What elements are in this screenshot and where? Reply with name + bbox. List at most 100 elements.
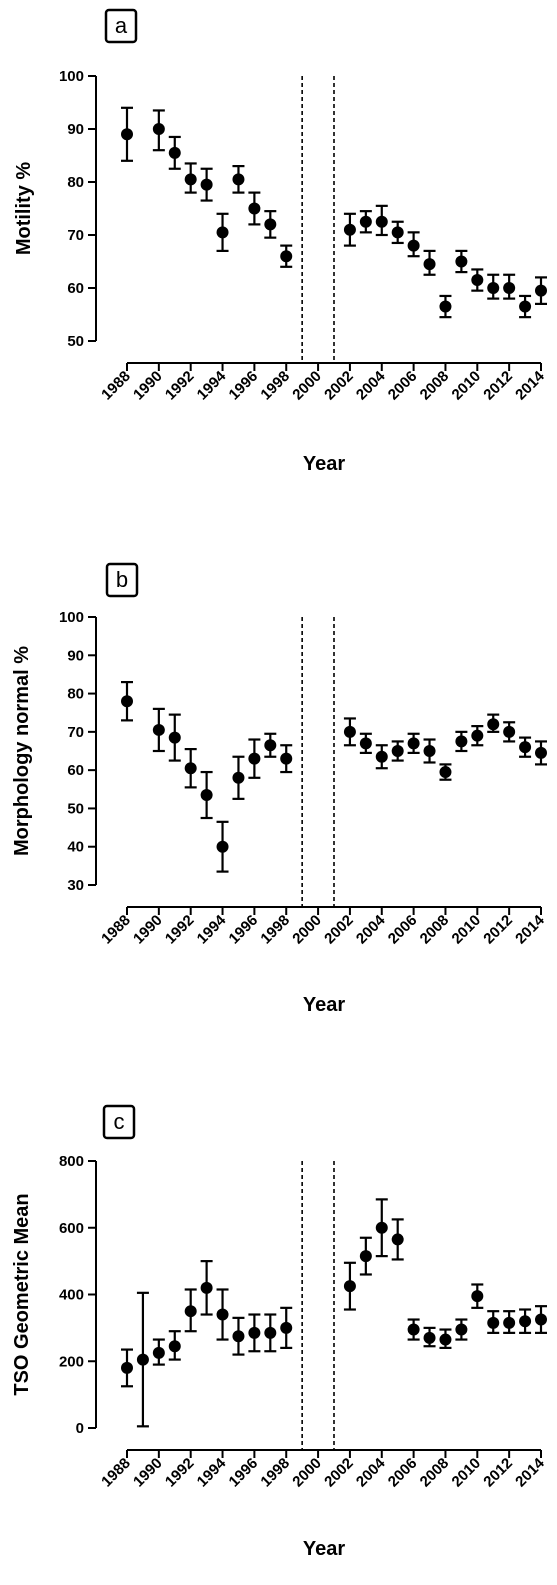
data-point — [519, 741, 532, 754]
data-point — [503, 1316, 516, 1329]
x-tick-label: 2002 — [321, 1455, 357, 1491]
data-point — [343, 223, 356, 236]
x-tick-label: 2000 — [289, 368, 325, 404]
data-point — [200, 789, 213, 802]
x-tick-label: 2004 — [353, 911, 389, 947]
data-point — [232, 1330, 245, 1343]
y-tick-label: 800 — [59, 1153, 84, 1170]
data-point — [535, 1313, 547, 1326]
y-tick-label: 90 — [67, 647, 84, 664]
panel-label: b — [116, 567, 128, 592]
data-point — [471, 274, 484, 287]
panel-label-box — [105, 562, 139, 598]
x-tick-label: 1990 — [130, 368, 166, 404]
y-tick-label: 60 — [67, 762, 84, 779]
data-point — [168, 731, 181, 744]
data-point — [248, 1326, 261, 1339]
x-tick-label: 2006 — [385, 912, 421, 948]
x-tick-label: 1988 — [98, 912, 134, 948]
data-point — [487, 282, 500, 294]
panel-label-box — [104, 8, 138, 44]
x-tick-label: 1994 — [194, 911, 230, 947]
data-point — [471, 729, 484, 742]
y-tick-label: 100 — [59, 609, 84, 626]
y-tick-label: 50 — [67, 333, 84, 350]
y-tick-label: 400 — [59, 1287, 84, 1304]
data-point — [391, 226, 404, 239]
data-point — [280, 752, 293, 765]
y-tick-label: 200 — [59, 1353, 84, 1370]
data-point — [407, 239, 420, 252]
x-tick-label: 1996 — [226, 1455, 262, 1491]
x-tick-label: 2014 — [512, 911, 548, 947]
y-tick-label: 0 — [76, 1420, 84, 1437]
x-tick-label: 2014 — [512, 367, 548, 403]
x-tick-label: 2002 — [321, 368, 357, 404]
data-point — [535, 746, 547, 759]
data-point — [375, 750, 388, 763]
x-axis-title: Year — [303, 453, 345, 475]
data-point — [519, 1315, 532, 1328]
data-point — [216, 840, 229, 853]
data-point — [232, 173, 245, 186]
data-point — [407, 737, 420, 750]
data-point — [264, 739, 277, 752]
y-tick-label: 90 — [67, 121, 84, 138]
data-point — [535, 284, 547, 297]
data-point — [280, 1321, 293, 1334]
x-tick-label: 2010 — [449, 368, 485, 404]
data-point — [391, 745, 404, 757]
data-point — [359, 737, 372, 750]
y-tick-label: 80 — [67, 686, 84, 703]
data-point — [121, 695, 133, 708]
x-tick-label: 2008 — [417, 1455, 453, 1491]
data-point — [248, 202, 261, 215]
x-tick-label: 1996 — [226, 368, 262, 404]
data-point — [152, 123, 165, 135]
data-point — [407, 1323, 420, 1336]
data-point — [359, 1250, 372, 1263]
x-tick-label: 1992 — [162, 1455, 198, 1491]
y-tick-label: 80 — [67, 174, 84, 191]
y-axis-title: Morphology normal % — [11, 646, 33, 856]
data-point — [200, 178, 213, 191]
x-tick-label: 1988 — [98, 1455, 134, 1491]
data-point — [391, 1233, 404, 1246]
x-tick-label: 2008 — [417, 368, 453, 404]
y-tick-label: 30 — [67, 877, 84, 894]
x-tick-label: 1990 — [130, 912, 166, 948]
data-point — [280, 250, 293, 263]
x-tick-label: 1998 — [257, 368, 293, 404]
data-point — [359, 215, 372, 228]
x-tick-label: 2008 — [417, 912, 453, 948]
y-tick-label: 100 — [59, 68, 84, 85]
y-tick-label: 40 — [67, 839, 84, 856]
x-tick-label: 1994 — [194, 367, 230, 403]
data-point — [423, 1331, 436, 1344]
panel-label-box — [102, 1104, 136, 1140]
data-point — [343, 725, 356, 738]
x-tick-label: 1988 — [98, 368, 134, 404]
x-tick-label: 1992 — [162, 912, 198, 948]
data-point — [343, 1280, 356, 1293]
x-tick-label: 1994 — [194, 1454, 230, 1490]
data-point — [423, 745, 436, 757]
data-point — [455, 735, 468, 748]
x-tick-label: 2000 — [289, 1455, 325, 1491]
data-point — [439, 1333, 452, 1346]
data-point — [503, 725, 516, 738]
panel-c: c020040060080019881990199219941996199820… — [11, 1104, 548, 1560]
data-point — [264, 218, 277, 231]
x-tick-label: 2004 — [353, 1454, 389, 1490]
x-tick-label: 2010 — [449, 1455, 485, 1491]
x-tick-label: 2006 — [385, 1455, 421, 1491]
data-point — [121, 128, 133, 141]
y-tick-label: 50 — [67, 800, 84, 817]
data-point — [455, 1323, 468, 1336]
data-point — [152, 723, 165, 736]
x-tick-label: 2012 — [480, 1455, 516, 1491]
y-tick-label: 70 — [67, 227, 84, 244]
data-point — [487, 1316, 500, 1329]
x-tick-label: 2002 — [321, 912, 357, 948]
